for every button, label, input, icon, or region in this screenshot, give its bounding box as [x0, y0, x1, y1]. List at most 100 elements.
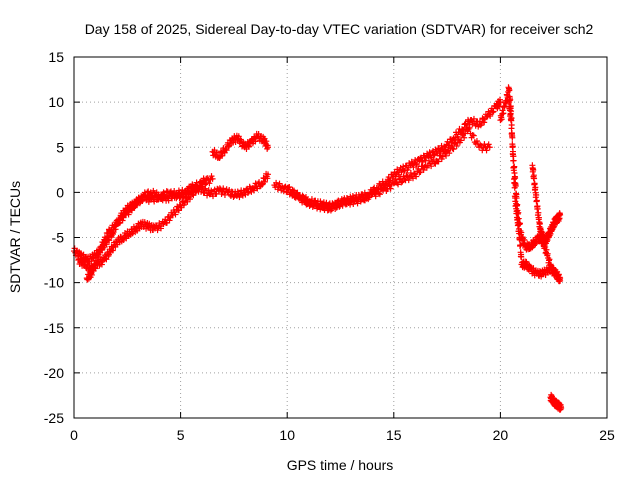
data-point-interp: [531, 180, 538, 187]
data-point-interp: [219, 152, 226, 159]
data-point-interp: [98, 261, 105, 268]
data-point-interp: [533, 197, 540, 204]
data-point-interp: [387, 185, 394, 192]
data-point-interp: [376, 191, 383, 198]
data-point-interp: [397, 175, 404, 182]
grid-lines: [74, 57, 607, 418]
data-point-interp: [416, 169, 423, 176]
x-tick-label: 20: [493, 427, 509, 443]
data-point-interp: [301, 194, 308, 201]
data-point-interp: [189, 191, 196, 198]
data-point-interp: [323, 202, 330, 209]
data-point-interp: [510, 157, 517, 164]
plot-frame: [73, 56, 608, 419]
data-point-interp: [409, 175, 416, 182]
data-point-interp: [410, 164, 417, 171]
x-axis-label: GPS time / hours: [287, 457, 394, 473]
data-point-interp: [213, 190, 220, 197]
axis-ticks: 0 5 10 15 20 25 -25 -20 -15 -10 -5 0 5 10 15: [44, 49, 615, 443]
x-tick-label: 0: [70, 427, 78, 443]
data-point-interp: [395, 181, 402, 188]
data-point-interp: [180, 193, 187, 200]
data-point: [265, 144, 272, 151]
data-point-interp: [191, 186, 198, 193]
data-point-interp: [381, 184, 388, 191]
data-point-interp: [403, 172, 410, 179]
data-point-interp: [500, 110, 507, 117]
series-track-e: [271, 96, 504, 212]
data-point-interp: [375, 190, 382, 197]
data-point-interp: [99, 241, 106, 248]
y-tick-label: -20: [44, 365, 64, 381]
data-point-interp: [534, 205, 541, 212]
data-point-interp: [449, 145, 456, 152]
data-point-interp: [94, 257, 101, 264]
data-point-interp: [261, 178, 268, 185]
data-point-interp: [223, 147, 230, 154]
data-point-interp: [96, 253, 103, 260]
y-tick-label: 10: [48, 94, 64, 110]
data-point-interp: [195, 184, 202, 191]
data-point-interp: [506, 87, 513, 94]
data-point-interp: [508, 117, 515, 124]
series-track-j: [547, 391, 565, 413]
data-point-interp: [415, 165, 422, 172]
series-track-b: [75, 175, 210, 274]
data-point-interp: [340, 198, 347, 205]
data-point-interp: [252, 138, 259, 145]
data-point-interp: [190, 192, 197, 199]
series-track-h: [505, 98, 564, 285]
data-point-interp: [158, 195, 165, 202]
y-axis-label: SDTVAR / TECUs: [7, 181, 23, 293]
data-point-interp: [490, 108, 497, 115]
data-point-interp: [515, 209, 522, 216]
data-point-interp: [350, 201, 357, 208]
data-point: [209, 175, 216, 182]
data-point-interp: [469, 131, 476, 138]
data-point-interp: [315, 202, 322, 209]
y-tick-label: 15: [48, 49, 64, 65]
data-point-interp: [160, 189, 167, 196]
data-point-interp: [417, 169, 424, 176]
data-point-interp: [317, 206, 324, 213]
series-track-c: [83, 173, 216, 283]
data-point-interp: [533, 192, 540, 199]
y-tick-label: -10: [44, 275, 64, 291]
data-point-interp: [485, 141, 492, 148]
x-tick-label: 5: [177, 427, 185, 443]
series-track-i: [529, 162, 564, 247]
data-point-interp: [511, 163, 518, 170]
data-point-interp: [96, 248, 103, 255]
data-point-interp: [398, 179, 405, 186]
data-point-interp: [103, 256, 110, 263]
data-point-interp: [412, 160, 419, 167]
y-tick-label: -15: [44, 320, 64, 336]
data-point: [92, 261, 99, 268]
data-point-interp: [250, 187, 257, 194]
data-point-interp: [498, 116, 505, 123]
data-point-interp: [186, 196, 193, 203]
data-point-interp: [98, 246, 105, 253]
data-point-interp: [517, 220, 524, 227]
data-point-interp: [430, 152, 437, 159]
data-point-interp: [140, 196, 147, 203]
y-tick-label: -25: [44, 410, 64, 426]
data-point: [558, 405, 565, 412]
data-point-interp: [430, 156, 437, 163]
data-point-interp: [166, 217, 173, 224]
data-point-interp: [470, 132, 477, 139]
data-point-interp: [111, 226, 118, 233]
data-point-interp: [515, 215, 522, 222]
x-tick-label: 25: [599, 427, 615, 443]
data-point-interp: [405, 177, 412, 184]
data-point-interp: [171, 188, 178, 195]
data-point-interp: [339, 202, 346, 209]
data-point-interp: [172, 211, 179, 218]
data-point-interp: [530, 167, 537, 174]
data-point-interp: [119, 217, 126, 224]
data-point-interp: [290, 188, 297, 195]
y-tick-label: -5: [52, 230, 65, 246]
data-point-interp: [154, 227, 161, 234]
x-tick-label: 15: [386, 427, 402, 443]
